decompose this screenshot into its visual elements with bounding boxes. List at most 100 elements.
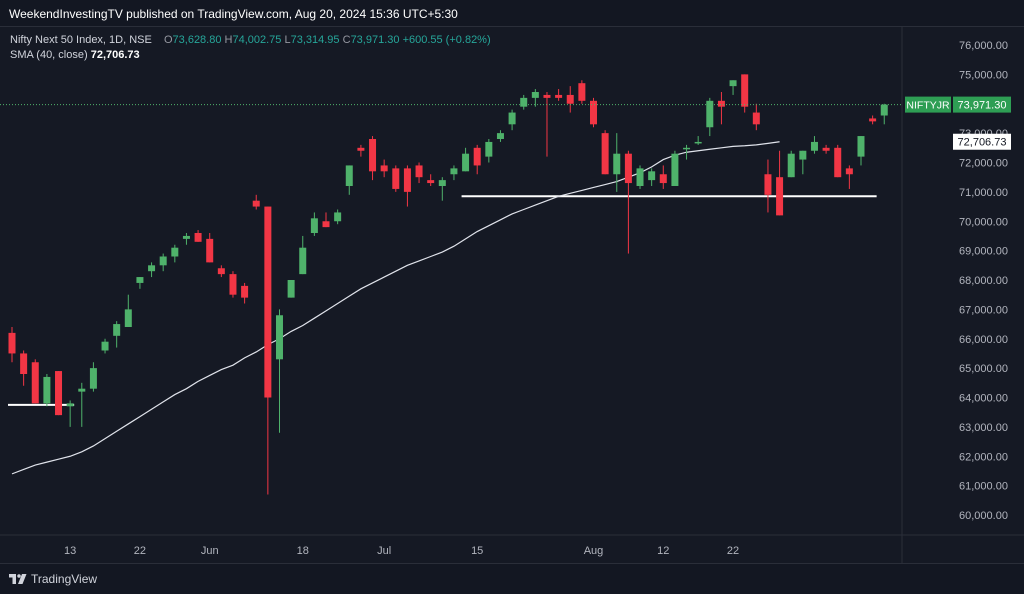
candle-up (66, 400, 74, 427)
ohlc-legend: Nifty Next 50 Index, 1D, NSE O73,628.80 … (10, 33, 491, 48)
candle-up (508, 109, 516, 131)
candle-down (194, 230, 202, 242)
candle-up (136, 277, 144, 289)
candle-body (799, 150, 807, 160)
candle-down (764, 159, 772, 213)
y-tick-label: 68,000.00 (959, 275, 1008, 287)
candle-body (845, 168, 853, 175)
candle-down (357, 144, 365, 157)
candle-body (717, 100, 725, 107)
last-price-tag-bg (953, 96, 1011, 113)
candle-down (555, 89, 563, 101)
candle-body (601, 133, 609, 175)
candle-body (741, 74, 749, 107)
candle-up (496, 130, 504, 142)
low-label: L (284, 34, 291, 46)
candle-up (450, 165, 458, 181)
candle-body (287, 280, 295, 298)
candle-body (624, 153, 632, 184)
candle-body (869, 118, 877, 122)
candle-body (648, 171, 656, 181)
tradingview-logo[interactable]: TradingView (9, 572, 97, 586)
candle-body (241, 285, 249, 298)
candle-down (415, 162, 423, 184)
candle-body (822, 147, 830, 151)
low-value: 73,314.95 (290, 34, 340, 46)
candle-up (287, 280, 295, 298)
candle-body (671, 153, 679, 186)
price-chart[interactable]: 60,000.00 61,000.00 62,000.00 63,000.00 64,0… (0, 27, 1024, 563)
candle-down (601, 130, 609, 175)
candle-up (787, 150, 795, 178)
candle-up (810, 136, 818, 154)
candle-up (880, 103, 888, 125)
candle-body (415, 165, 423, 178)
candle-down (229, 271, 237, 298)
change-value: +600.55 (+0.82%) (402, 34, 491, 46)
candle-up (159, 253, 167, 272)
candle-up (89, 362, 97, 392)
candle-body (857, 136, 865, 157)
candle-down (403, 165, 411, 207)
candle-body (403, 168, 411, 192)
candle-body (683, 147, 691, 150)
candle-down (55, 371, 63, 416)
candle-down (252, 194, 260, 210)
candle-up (799, 150, 807, 175)
open-value: 73,628.80 (172, 34, 222, 46)
candle-down (659, 165, 667, 189)
candle-up (636, 165, 644, 189)
x-tick-label: 12 (657, 545, 669, 557)
candle-body (392, 168, 400, 189)
candle-body (66, 403, 74, 407)
candle-down (473, 144, 481, 175)
candle-down (31, 359, 39, 404)
candle-down (590, 97, 597, 128)
candle-body (485, 141, 493, 157)
sma-tag: 72,706.73 (958, 137, 1007, 149)
candle-body (496, 133, 504, 139)
symbol-tag-bg (905, 96, 951, 113)
y-tick-label: 70,000.00 (959, 216, 1008, 228)
high-value: 74,002.75 (232, 34, 282, 46)
candle-body (8, 332, 16, 354)
candle-down (566, 86, 574, 113)
candle-body (880, 104, 888, 116)
x-tick-label: 22 (134, 545, 146, 557)
y-tick-label: 62,000.00 (959, 451, 1008, 463)
candle-down (624, 150, 632, 254)
candle-up (113, 321, 121, 348)
candle-body (229, 274, 237, 295)
candle-up (683, 144, 691, 160)
candle-body (729, 80, 737, 87)
y-tick-label: 75,000.00 (959, 69, 1008, 81)
x-tick-label: 18 (297, 545, 309, 557)
open-label: O (163, 34, 173, 46)
high-label: H (224, 34, 233, 46)
candle-body (752, 112, 760, 125)
candle-down (427, 174, 435, 186)
candle-body (78, 388, 86, 392)
candle-body (275, 315, 283, 360)
candle-body (55, 371, 63, 416)
candle-down (380, 159, 388, 178)
candle-up (706, 97, 714, 137)
y-tick-label: 66,000.00 (959, 334, 1008, 346)
sma-label: SMA (40, close) (10, 49, 88, 61)
symbol-tag: NIFTYJR (906, 100, 950, 112)
candle-down (717, 92, 725, 125)
last-price-tag: 73,971.30 (958, 100, 1007, 112)
candle-body (590, 100, 597, 125)
candle-up (857, 136, 865, 166)
x-tick-label: Jun (201, 545, 219, 557)
sma-layer (11, 141, 780, 475)
candle-up (694, 136, 702, 145)
chart-area[interactable]: 60,000.00 61,000.00 62,000.00 63,000.00 64,0… (0, 27, 1024, 563)
candle-body (787, 153, 795, 178)
candle-body (369, 139, 377, 172)
y-tick-label: 67,000.00 (959, 304, 1008, 316)
chart-legend: Nifty Next 50 Index, 1D, NSE O73,628.80 … (10, 33, 491, 63)
candle-up (299, 235, 307, 275)
candle-down (752, 103, 760, 131)
candle-body (659, 174, 667, 184)
